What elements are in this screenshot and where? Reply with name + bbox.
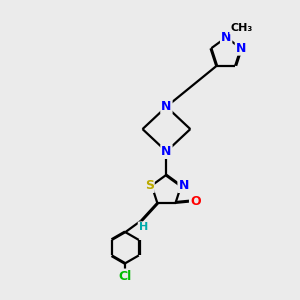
Text: O: O [190, 195, 201, 208]
Text: CH₃: CH₃ [230, 23, 253, 34]
Text: S: S [145, 179, 154, 192]
Text: N: N [221, 31, 231, 44]
Text: N: N [236, 42, 246, 55]
Text: Cl: Cl [119, 269, 132, 283]
Text: N: N [178, 179, 189, 192]
Text: H: H [139, 222, 148, 233]
Text: N: N [161, 100, 172, 113]
Text: N: N [161, 145, 172, 158]
